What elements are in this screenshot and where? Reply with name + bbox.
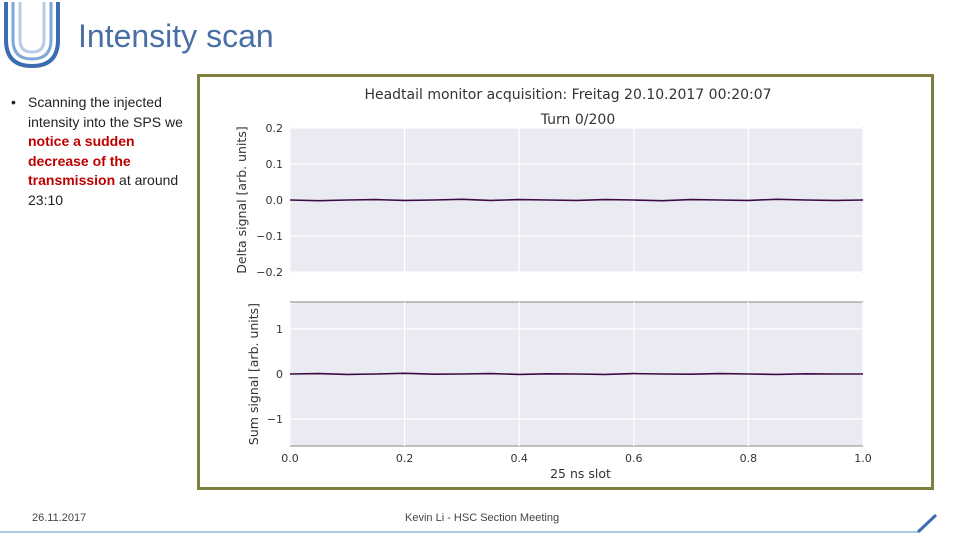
bullet-list: • Scanning the injected intensity into t…: [8, 93, 198, 210]
chart-title: Headtail monitor acquisition: Freitag 20…: [364, 87, 771, 103]
y-tick-label: 0.1: [266, 158, 284, 171]
bullet-icon: •: [11, 94, 16, 110]
bullet-item: • Scanning the injected intensity into t…: [8, 93, 198, 210]
y-tick-label: −1: [267, 413, 283, 426]
x-tick-label: 0.0: [281, 452, 299, 465]
x-tick-label: 1.0: [854, 452, 872, 465]
series-line: [289, 372, 863, 376]
x-tick-label: 0.4: [510, 452, 528, 465]
headtail-chart: Headtail monitor acquisition: Freitag 20…: [234, 87, 872, 481]
university-logo-icon: [4, 2, 60, 69]
bullet-highlight: notice a sudden decrease of the transmis…: [28, 133, 135, 188]
y-tick-label: 0.0: [266, 194, 284, 207]
chart-subtitle: Turn 0/200: [540, 112, 615, 128]
y-tick-label: 0: [276, 368, 283, 381]
x-tick-label: 0.8: [740, 452, 758, 465]
y-axis-label: Delta signal [arb. units]: [234, 126, 249, 273]
x-axis-label: 25 ns slot: [550, 466, 611, 481]
bullet-text-part: at around 23:10: [28, 172, 179, 208]
footer-date: 26.11.2017: [32, 512, 87, 524]
y-tick-label: 1: [276, 323, 283, 336]
y-tick-label: −0.2: [256, 266, 283, 279]
y-axis-label: Sum signal [arb. units]: [246, 303, 261, 445]
series-line: [289, 198, 864, 202]
bullet-text-part: Scanning the injected intensity into the…: [28, 94, 183, 130]
y-tick-label: 0.2: [266, 122, 284, 135]
x-tick-label: 0.6: [625, 452, 643, 465]
chart-frame: Headtail monitor acquisition: Freitag 20…: [197, 74, 934, 490]
slide-title: Intensity scan: [78, 18, 274, 54]
bullet-text: Scanning the injected intensity into the…: [28, 93, 198, 210]
x-tick-label: 0.2: [396, 452, 414, 465]
footer-center-text: Kevin Li - HSC Section Meeting: [405, 512, 560, 524]
y-tick-label: −0.1: [256, 230, 283, 243]
